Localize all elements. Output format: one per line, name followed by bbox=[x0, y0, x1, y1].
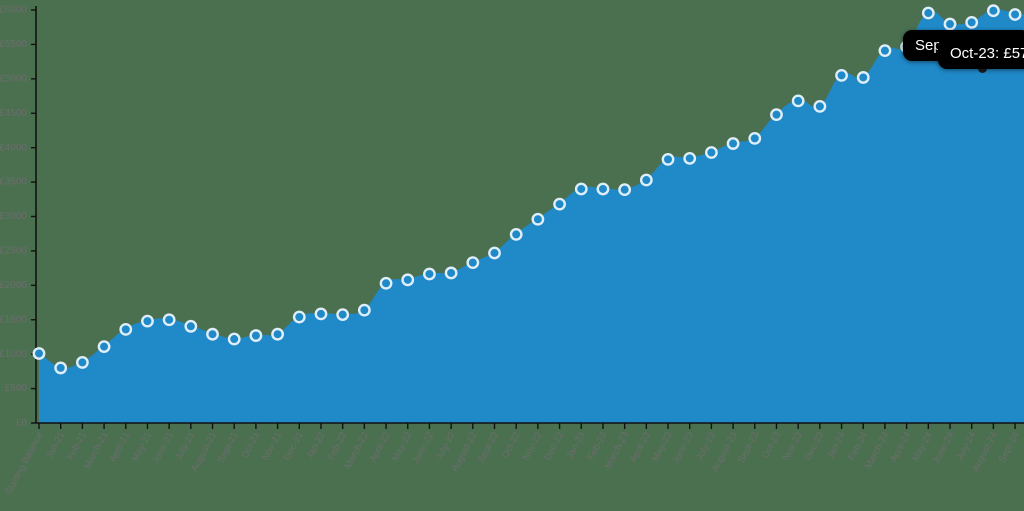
data-point-marker[interactable] bbox=[531, 212, 545, 226]
data-point-marker[interactable] bbox=[119, 322, 133, 336]
data-point-marker[interactable] bbox=[921, 6, 935, 20]
data-point-marker[interactable] bbox=[661, 152, 675, 166]
data-point-marker[interactable] bbox=[705, 146, 718, 159]
data-point-marker[interactable] bbox=[878, 44, 892, 58]
x-tick-label: Dec-22 bbox=[542, 430, 566, 462]
data-point-marker[interactable] bbox=[249, 329, 263, 342]
data-point-marker[interactable] bbox=[965, 15, 979, 29]
data-point-marker[interactable] bbox=[813, 99, 827, 113]
x-tick-label: Jan-23 bbox=[565, 430, 588, 461]
data-point-marker[interactable] bbox=[683, 151, 697, 165]
x-tick-label: Jan-21 bbox=[44, 430, 67, 461]
data-point-marker[interactable] bbox=[357, 303, 371, 317]
data-point-marker[interactable] bbox=[141, 314, 154, 328]
y-tick-label: £2500 bbox=[0, 246, 27, 257]
data-point-marker[interactable] bbox=[314, 307, 328, 321]
x-tick-label: April-24 bbox=[888, 430, 913, 464]
data-point-marker[interactable] bbox=[596, 182, 610, 196]
data-point-marker[interactable] bbox=[32, 347, 46, 360]
data-point-marker[interactable] bbox=[553, 197, 566, 211]
data-point-marker[interactable] bbox=[835, 68, 848, 82]
data-point-marker[interactable] bbox=[162, 313, 176, 327]
data-point-marker[interactable] bbox=[618, 183, 632, 197]
x-tick-label: Oct-21 bbox=[239, 430, 262, 460]
x-tick-label: April-22 bbox=[368, 430, 393, 464]
data-point-marker[interactable] bbox=[748, 131, 762, 145]
y-tick-label: £5000 bbox=[0, 73, 27, 84]
x-tick-label: Jan-24 bbox=[825, 430, 848, 461]
data-point-marker[interactable] bbox=[97, 340, 111, 353]
x-tick-label: April-21 bbox=[107, 430, 132, 464]
data-point-marker[interactable] bbox=[943, 17, 957, 31]
x-tick-label: Sept-24 bbox=[996, 430, 1021, 465]
x-tick-label: Feb-24 bbox=[846, 430, 870, 462]
data-point-marker[interactable] bbox=[75, 356, 89, 369]
y-tick-label: £4000 bbox=[0, 142, 27, 153]
x-tick-label: Oct-23 bbox=[760, 430, 783, 460]
y-tick-label: £2000 bbox=[0, 280, 27, 291]
x-tick-label: Dec-21 bbox=[282, 430, 306, 462]
x-tick-label: Sept-22 bbox=[476, 430, 501, 465]
data-point-marker[interactable] bbox=[336, 308, 350, 321]
x-tick-label: Starting Balance bbox=[3, 430, 45, 497]
data-point-marker[interactable] bbox=[509, 227, 523, 241]
data-point-marker[interactable] bbox=[466, 256, 480, 270]
y-tick-label: £3500 bbox=[0, 177, 27, 188]
y-tick-label: £5500 bbox=[0, 39, 27, 50]
data-point-marker[interactable] bbox=[379, 276, 393, 290]
data-point-marker[interactable] bbox=[423, 267, 436, 281]
x-tick-label: Dec-23 bbox=[802, 430, 826, 462]
x-tick-label: Feb-21 bbox=[65, 430, 89, 462]
x-axis-ticks: Starting BalanceJan-21Feb-21March-21Apri… bbox=[3, 423, 1022, 497]
y-tick-label: £0 bbox=[16, 418, 28, 429]
area-fill-path bbox=[39, 10, 1024, 423]
area-line-path bbox=[38, 9, 1016, 370]
data-point-marker[interactable] bbox=[856, 71, 870, 84]
data-point-marker[interactable] bbox=[206, 327, 219, 341]
y-tick-label: £1500 bbox=[0, 314, 27, 325]
data-point-marker[interactable] bbox=[639, 173, 653, 187]
data-point-marker[interactable] bbox=[574, 182, 588, 196]
tooltip-oct-23: Oct-23: £5796 bbox=[938, 38, 1024, 70]
data-point-marker[interactable] bbox=[791, 94, 805, 108]
data-point-marker[interactable] bbox=[986, 4, 1000, 18]
x-tick-label: Feb-22 bbox=[325, 430, 349, 462]
x-tick-label: Oct-22 bbox=[500, 430, 523, 460]
data-point-marker[interactable] bbox=[726, 137, 740, 150]
data-point-marker[interactable] bbox=[271, 327, 284, 341]
data-point-marker[interactable] bbox=[1008, 8, 1022, 21]
x-tick-label: Sept-21 bbox=[216, 430, 241, 465]
data-point-marker[interactable] bbox=[184, 319, 198, 333]
y-tick-label: £1000 bbox=[0, 349, 27, 360]
data-point-marker[interactable] bbox=[444, 266, 458, 280]
y-axis-ticks: £0 £500 £1000 £1500 £2000 £2500 £3000 £3500 £400… bbox=[0, 5, 36, 429]
data-point-marker[interactable] bbox=[227, 332, 241, 346]
x-tick-label: Sept-23 bbox=[736, 430, 761, 465]
y-tick-label: £500 bbox=[5, 383, 28, 394]
x-tick-label: Feb-23 bbox=[586, 430, 610, 462]
y-tick-label: £6000 bbox=[0, 5, 27, 16]
y-tick-label: £4500 bbox=[0, 108, 27, 119]
data-point-marker[interactable] bbox=[770, 108, 783, 122]
data-point-marker[interactable] bbox=[292, 310, 306, 324]
data-point-marker[interactable] bbox=[401, 273, 415, 287]
x-tick-label: Jan-22 bbox=[304, 430, 327, 461]
y-tick-label: £3000 bbox=[0, 211, 27, 222]
x-tick-label: April-23 bbox=[628, 430, 653, 464]
series-area bbox=[38, 9, 1024, 423]
data-point-marker[interactable] bbox=[488, 246, 501, 260]
data-point-marker[interactable] bbox=[54, 361, 68, 375]
